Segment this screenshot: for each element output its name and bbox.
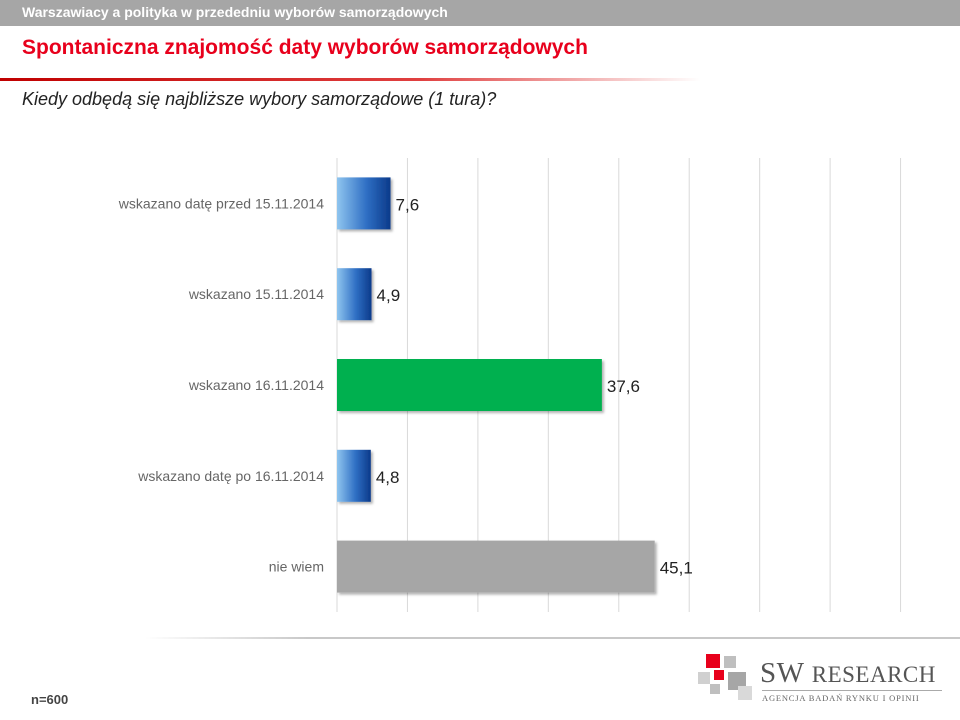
question-text: Kiedy odbędą się najbliższe wybory samor… xyxy=(22,89,497,109)
value-label: 4,9 xyxy=(377,286,401,305)
category-label: wskazano datę przed 15.11.2014 xyxy=(118,195,324,211)
logo-word-sw: SW xyxy=(760,657,804,689)
category-label: wskazano 16.11.2014 xyxy=(188,377,324,393)
value-label: 37,6 xyxy=(607,377,640,396)
bar-5 xyxy=(337,540,655,593)
sample-size-note: n=600 xyxy=(31,692,69,707)
logo-wordmark: SW RESEARCH xyxy=(760,658,936,690)
value-label: 45,1 xyxy=(660,559,693,578)
bar-2 xyxy=(337,268,372,321)
slide-title: Spontaniczna znajomość daty wyborów samo… xyxy=(22,36,588,59)
company-logo: SW RESEARCH AGENCJA BADAŃ RYNKU I OPINII xyxy=(694,650,944,704)
title-underline xyxy=(0,78,700,81)
logo-squares-icon xyxy=(698,654,752,700)
category-label: wskazano datę po 16.11.2014 xyxy=(137,468,324,484)
bar-3 xyxy=(337,359,602,411)
value-label: 7,6 xyxy=(396,195,420,214)
top-banner: Warszawiacy a polityka w przededniu wybo… xyxy=(0,0,960,26)
value-label: 4,8 xyxy=(376,468,400,487)
bar-4 xyxy=(337,449,371,502)
report-title: Warszawiacy a polityka w przededniu wybo… xyxy=(22,4,448,20)
bar-chart: wskazano datę przed 15.11.2014 7,6 wskazan… xyxy=(118,158,902,612)
category-label: wskazano 15.11.2014 xyxy=(188,286,324,302)
bar-1 xyxy=(337,177,391,230)
logo-word-research: RESEARCH xyxy=(811,662,936,687)
footer-divider xyxy=(145,637,960,639)
category-label: nie wiem xyxy=(269,559,324,575)
logo-tagline: AGENCJA BADAŃ RYNKU I OPINII xyxy=(762,690,942,703)
